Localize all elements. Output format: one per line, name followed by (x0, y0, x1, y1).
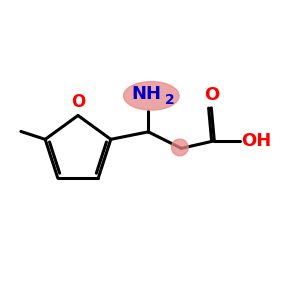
Text: NH: NH (132, 85, 162, 103)
Ellipse shape (124, 82, 179, 110)
Text: 2: 2 (165, 93, 175, 107)
Circle shape (171, 139, 188, 156)
Text: O: O (204, 86, 219, 104)
Text: OH: OH (241, 132, 272, 150)
Text: O: O (71, 93, 85, 111)
